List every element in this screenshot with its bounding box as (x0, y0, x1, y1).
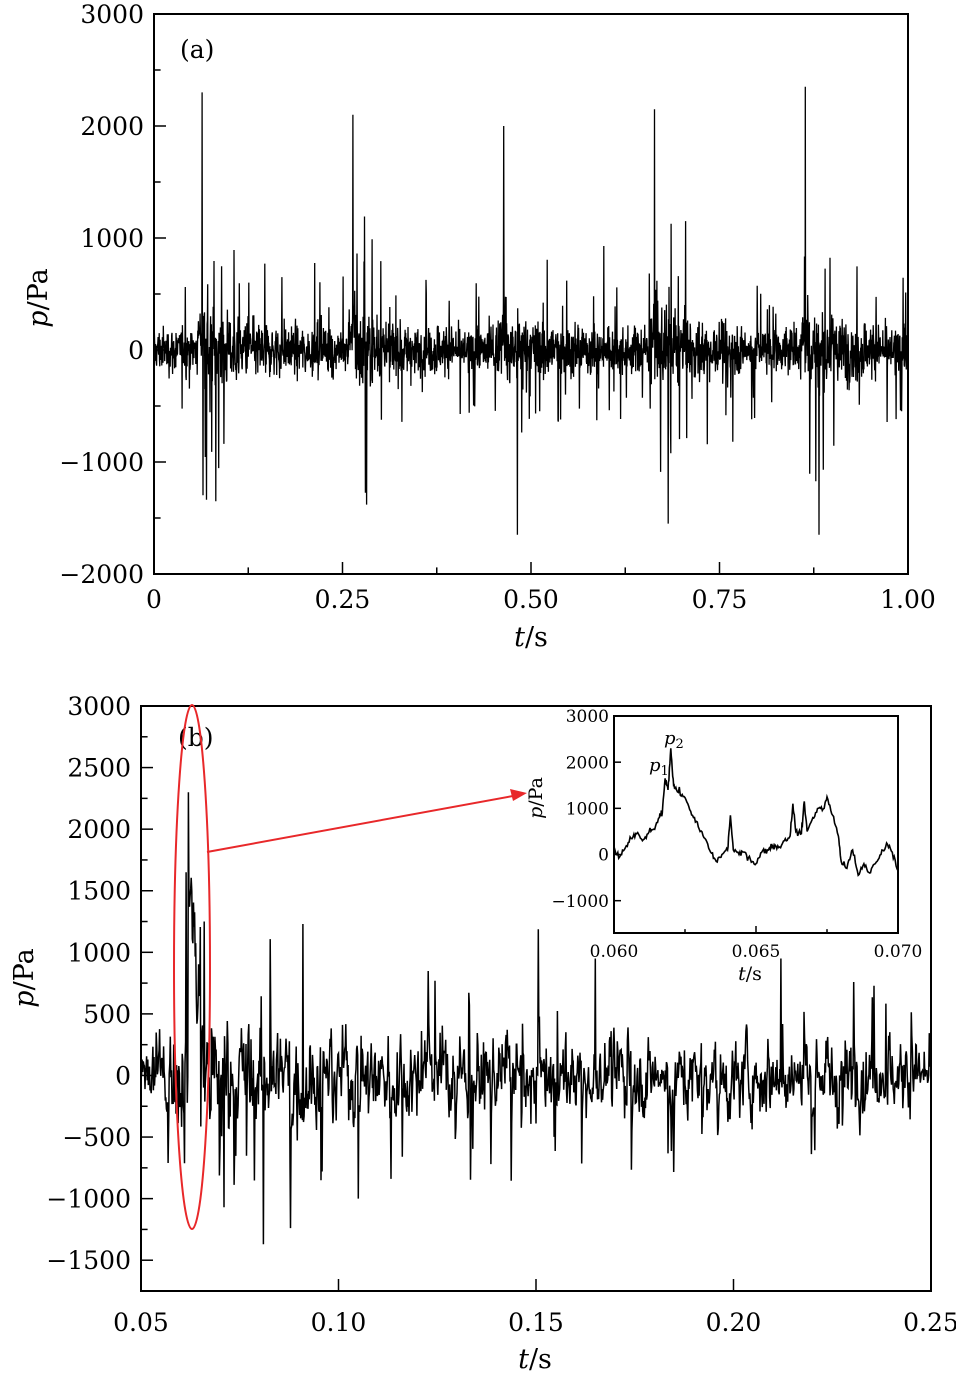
y-tick-label: 1000 (566, 799, 609, 819)
zoom-arrow-line (206, 795, 514, 853)
panel-a-trace (153, 86, 909, 535)
y-tick-label: 2500 (67, 754, 131, 783)
panel-a-chart: 0 0.25 0.50 0.75 1.00 −2000 −1000 0 1000 2000 3000… (23, 0, 936, 653)
inset-chart: 0.060 0.065 0.070 −1000 0 1000 2000 3000 p/Pa t… (525, 707, 922, 985)
inset-y-axis-title: p/Pa (525, 777, 547, 819)
x-tick-label: 0.20 (706, 1308, 762, 1337)
y-tick-label: −1000 (551, 892, 609, 912)
y-tick-label: 0 (128, 336, 144, 365)
y-tick-label: 1000 (80, 224, 144, 253)
annotation-p1: p1 (649, 755, 669, 779)
y-tick-label: 0 (598, 846, 609, 866)
panel-a-line (153, 86, 909, 535)
x-tick-label: 0 (146, 585, 162, 614)
x-tick-label: 0.50 (503, 585, 559, 614)
panel-a-x-axis-title: t/s (514, 622, 548, 653)
y-tick-label: −1000 (59, 448, 144, 477)
panel-b-trace (140, 792, 932, 1245)
panel-b-ticks: 0.05 0.10 0.15 0.20 0.25 −1500 −1000 −500 0 500 10… (46, 692, 956, 1337)
x-tick-label: 0.25 (903, 1308, 956, 1337)
y-tick-label: 500 (83, 1000, 131, 1029)
y-tick-label: −1500 (46, 1246, 131, 1275)
inset-x-axis-title: t/s (738, 963, 762, 985)
y-tick-label: −1000 (46, 1185, 131, 1214)
inset-trace (613, 748, 899, 877)
y-tick-label: 1500 (67, 877, 131, 906)
y-tick-label: 3000 (566, 707, 609, 727)
panel-b-line (140, 792, 932, 1245)
y-tick-label: −500 (62, 1123, 131, 1152)
x-tick-label: 0.15 (508, 1308, 564, 1337)
x-tick-label: 0.10 (311, 1308, 367, 1337)
panel-b-x-axis-title: t/s (518, 1344, 552, 1375)
y-tick-label: 3000 (67, 692, 131, 721)
panel-a-frame (153, 13, 909, 575)
zoom-arrow-head-icon (510, 789, 527, 801)
x-tick-label: 0.065 (732, 942, 781, 962)
x-tick-label: 0.75 (692, 585, 748, 614)
panel-a-y-axis-title: p/Pa (23, 268, 54, 327)
y-tick-label: 3000 (80, 0, 144, 29)
inset-ticks: 0.060 0.065 0.070 −1000 0 1000 2000 3000 (551, 707, 922, 962)
y-tick-label: −2000 (59, 560, 144, 589)
x-tick-label: 1.00 (880, 585, 936, 614)
panel-b-chart: 0.05 0.10 0.15 0.20 0.25 −1500 −1000 −500 0 500 10… (9, 692, 956, 1375)
highlight-ellipse (173, 704, 211, 1230)
panel-a-ticks: 0 0.25 0.50 0.75 1.00 −2000 −1000 0 1000 2000 3000 (59, 0, 935, 614)
y-tick-label: 2000 (566, 753, 609, 773)
x-tick-label: 0.060 (590, 942, 639, 962)
inset-line (613, 748, 899, 877)
y-tick-label: 0 (115, 1061, 131, 1090)
x-tick-label: 0.05 (113, 1308, 169, 1337)
y-tick-label: 1000 (67, 938, 131, 967)
panel-a-label: (a) (180, 35, 214, 64)
x-tick-label: 0.070 (874, 942, 923, 962)
y-tick-label: 2000 (67, 815, 131, 844)
annotation-p2: p2 (664, 728, 684, 752)
y-tick-label: 2000 (80, 112, 144, 141)
x-tick-label: 0.25 (315, 585, 371, 614)
panel-b-y-axis-title: p/Pa (9, 948, 40, 1007)
